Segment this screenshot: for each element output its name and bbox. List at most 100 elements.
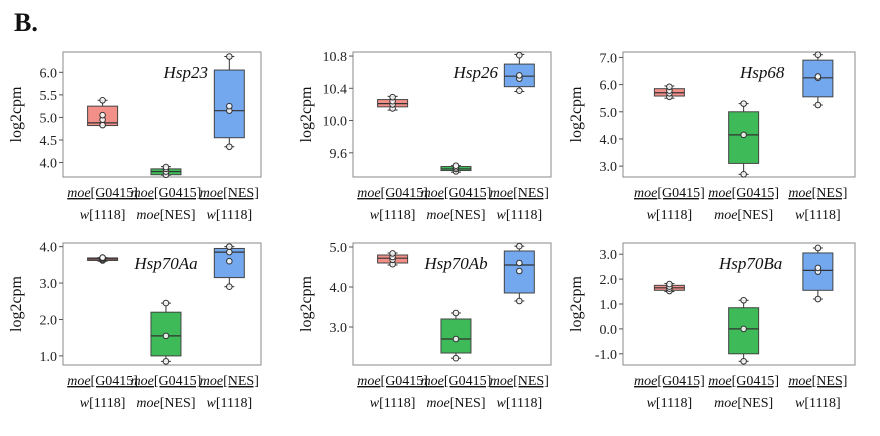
data-point (226, 53, 233, 60)
data-point (814, 51, 822, 59)
y-tick-label: 4.0 (40, 157, 58, 172)
plot-frame (62, 242, 262, 366)
x-label-line1: moe[G0415] (67, 186, 138, 201)
x-label-line2: moe[NES] (714, 396, 773, 411)
y-tick-label: 3.0 (600, 248, 618, 263)
y-tick-label: 0.0 (600, 323, 618, 338)
y-axis-label: log2cpm (568, 275, 585, 332)
data-point (452, 162, 460, 170)
x-label-line1: moe[G0415] (131, 186, 202, 201)
chart-hsp68: 3.0 4.0 5.0 6.0 7.0 log2cpm Hsp68 moe[G0415] w[1… (568, 51, 856, 223)
plot-frame (62, 51, 262, 178)
y-tick-label: 6.0 (40, 66, 58, 81)
x-label-line1: moe[NES] (788, 374, 847, 389)
y-tick-label: -1.0 (595, 348, 617, 363)
data-point (226, 102, 233, 110)
y-tick-label: 3.0 (40, 277, 58, 292)
y-tick-label: 6.0 (600, 79, 618, 94)
data-point (740, 131, 747, 139)
chart-hsp26: 9.6 10.0 10.4 10.8 log2cpm Hsp26 moe[G0415] w[1… (298, 50, 552, 223)
chart-hsp70ab: 3.0 4.0 5.0 log2cpm Hsp70Ab moe[G0415] w[1118]… (298, 241, 552, 411)
x-label-line2: w[1118] (80, 208, 126, 223)
y-axis-label: log2cpm (298, 86, 315, 143)
x-label-line1: moe[G0415] (634, 186, 705, 201)
data-point (226, 283, 233, 291)
x-label-line1: moe[G0415] (357, 374, 428, 389)
data-point (740, 100, 747, 107)
x-label-line1: moe[NES] (200, 374, 259, 389)
y-tick-label: 2.0 (40, 313, 58, 328)
y-tick-label: 5.5 (40, 89, 58, 104)
data-point (740, 325, 747, 333)
x-label-line2: w[1118] (80, 396, 126, 411)
y-tick-label: 10.8 (323, 50, 348, 65)
data-point (226, 257, 233, 265)
y-tick-label: 10.4 (323, 82, 348, 97)
chart-title: Hsp70Ba (718, 254, 782, 273)
chart-title: Hsp26 (453, 63, 499, 82)
x-label-line2: moe[NES] (136, 396, 195, 411)
x-label-line2: moe[NES] (136, 208, 195, 223)
y-tick-label: 4.5 (40, 134, 58, 149)
y-tick-label: 4.0 (40, 241, 58, 256)
data-point (162, 299, 170, 307)
chart-hsp70ba: -1.0 0.0 1.0 2.0 3.0 log2cpm Hsp70Ba moe[G0415]… (568, 242, 856, 411)
chart-title: Hsp70Ab (423, 254, 487, 273)
x-label-line2: w[1118] (795, 208, 841, 223)
data-point (99, 96, 106, 104)
data-point (162, 358, 170, 365)
x-label-line2: w[1118] (370, 396, 416, 411)
y-axis-label: log2cpm (8, 275, 25, 332)
data-point (99, 254, 106, 261)
data-point (162, 163, 170, 171)
x-label-line2: w[1118] (496, 396, 542, 411)
chart-title: Hsp23 (163, 63, 208, 82)
data-point (226, 243, 233, 250)
data-point (226, 248, 233, 256)
data-point (226, 143, 233, 151)
x-label-line2: moe[NES] (714, 208, 773, 223)
y-tick-label: 2.0 (600, 273, 618, 288)
data-point (452, 335, 460, 343)
data-point (516, 259, 523, 267)
x-label-line1: moe[NES] (490, 374, 549, 389)
x-label-line1: moe[G0415] (634, 374, 705, 389)
data-point (516, 51, 523, 59)
x-label-line2: w[1118] (206, 208, 252, 223)
data-point (666, 83, 673, 91)
x-label-line1: moe[NES] (200, 186, 259, 201)
y-tick-label: 3.0 (600, 160, 618, 175)
x-label-line1: moe[G0415] (708, 374, 779, 389)
chart-hsp23: 4.0 4.5 5.0 5.5 6.0 log2cpm Hsp23 moe[G0415] w[1… (8, 51, 262, 223)
x-label-line2: w[1118] (647, 396, 693, 411)
x-label-line2: w[1118] (206, 396, 252, 411)
x-label-line1: moe[G0415] (421, 374, 492, 389)
data-point (389, 93, 396, 101)
x-label-line2: w[1118] (795, 396, 841, 411)
x-label-line1: moe[G0415] (421, 186, 492, 201)
x-label-line2: w[1118] (647, 208, 693, 223)
y-tick-label: 3.0 (330, 321, 348, 336)
data-point (814, 264, 822, 272)
data-point (516, 297, 523, 305)
y-axis-label: log2cpm (568, 86, 585, 143)
x-label-line2: w[1118] (496, 208, 542, 223)
data-point (99, 111, 106, 119)
plot-frame (352, 51, 552, 178)
x-label-line1: moe[G0415] (131, 374, 202, 389)
chart-title: Hsp68 (739, 63, 785, 82)
chart-title: Hsp70Aa (133, 254, 197, 273)
panel-label: B. (14, 8, 38, 37)
data-point (814, 73, 822, 80)
data-point (814, 295, 822, 303)
data-point (740, 357, 747, 365)
data-point (452, 354, 460, 362)
data-point (740, 170, 747, 178)
chart-hsp70aa: 1.0 2.0 3.0 4.0 log2cpm Hsp70Aa moe[G0415] w[11… (8, 241, 262, 411)
data-point (740, 296, 747, 304)
y-tick-label: 4.0 (600, 133, 618, 148)
data-point (516, 72, 523, 79)
y-tick-label: 1.0 (600, 298, 618, 313)
x-label-line1: moe[NES] (490, 186, 549, 201)
